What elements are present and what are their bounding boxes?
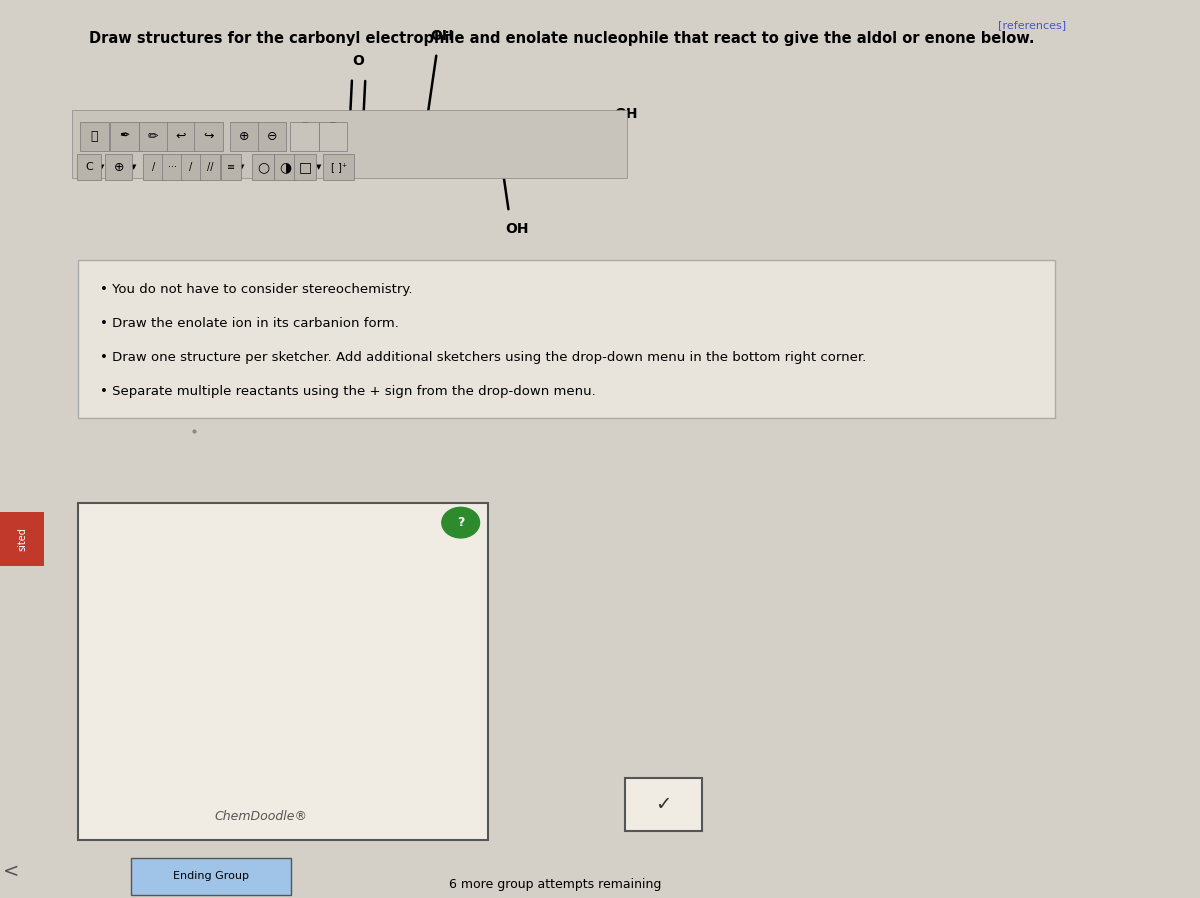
FancyBboxPatch shape xyxy=(258,122,287,151)
FancyBboxPatch shape xyxy=(318,122,348,151)
FancyBboxPatch shape xyxy=(252,154,274,180)
FancyBboxPatch shape xyxy=(194,122,223,151)
Text: P: P xyxy=(329,121,337,134)
Text: HO: HO xyxy=(160,138,184,153)
FancyBboxPatch shape xyxy=(274,154,296,180)
Text: OH: OH xyxy=(430,29,454,43)
FancyBboxPatch shape xyxy=(139,122,168,151)
Text: ChemDoodle®: ChemDoodle® xyxy=(215,811,307,823)
Text: [ ]⁺: [ ]⁺ xyxy=(330,162,347,172)
FancyBboxPatch shape xyxy=(229,122,259,151)
Text: ⊖: ⊖ xyxy=(266,130,277,143)
Text: ↩: ↩ xyxy=(175,130,186,143)
Text: [references]: [references] xyxy=(998,20,1067,30)
FancyBboxPatch shape xyxy=(77,154,101,180)
Text: //: // xyxy=(206,162,214,172)
FancyBboxPatch shape xyxy=(78,503,488,840)
FancyBboxPatch shape xyxy=(106,154,132,180)
FancyBboxPatch shape xyxy=(200,154,220,180)
FancyBboxPatch shape xyxy=(78,260,1055,418)
Text: • Separate multiple reactants using the + sign from the drop-down menu.: • Separate multiple reactants using the … xyxy=(100,385,595,398)
Text: • You do not have to consider stereochemistry.: • You do not have to consider stereochem… xyxy=(100,283,413,295)
Text: OH: OH xyxy=(505,222,529,236)
FancyBboxPatch shape xyxy=(625,778,702,831)
FancyBboxPatch shape xyxy=(131,858,290,895)
Text: C: C xyxy=(85,162,92,172)
Text: ▼: ▼ xyxy=(239,164,245,170)
Text: ◑: ◑ xyxy=(280,160,292,174)
Text: OH: OH xyxy=(614,107,637,121)
FancyBboxPatch shape xyxy=(72,110,628,178)
Text: ✓: ✓ xyxy=(655,795,672,814)
Text: ✏: ✏ xyxy=(148,130,158,143)
Text: Ending Group: Ending Group xyxy=(173,871,248,882)
FancyBboxPatch shape xyxy=(294,154,317,180)
FancyBboxPatch shape xyxy=(0,512,44,566)
Circle shape xyxy=(442,507,480,538)
Text: ⊕: ⊕ xyxy=(114,161,124,173)
Text: ···: ··· xyxy=(168,162,176,172)
FancyBboxPatch shape xyxy=(162,154,182,180)
Text: <: < xyxy=(2,861,19,881)
Text: ≡: ≡ xyxy=(227,162,235,172)
Text: ⊕: ⊕ xyxy=(239,130,250,143)
Text: • Draw the enolate ion in its carbanion form.: • Draw the enolate ion in its carbanion … xyxy=(100,317,398,330)
Text: ○: ○ xyxy=(257,160,269,174)
Text: ?: ? xyxy=(457,516,464,529)
Text: /: / xyxy=(190,162,192,172)
Text: sited: sited xyxy=(17,527,28,550)
Text: ▼: ▼ xyxy=(100,164,104,170)
FancyBboxPatch shape xyxy=(289,122,318,151)
FancyBboxPatch shape xyxy=(323,154,354,180)
Text: /: / xyxy=(151,162,155,172)
Text: O: O xyxy=(353,54,365,68)
Text: C: C xyxy=(300,121,308,134)
FancyBboxPatch shape xyxy=(110,122,139,151)
Text: ▼: ▼ xyxy=(131,164,136,170)
Text: ↪: ↪ xyxy=(204,130,214,143)
Text: aste: aste xyxy=(324,135,342,144)
Text: ✒: ✒ xyxy=(119,130,130,143)
Text: ✋: ✋ xyxy=(91,130,98,143)
Text: ▼: ▼ xyxy=(316,164,322,170)
FancyBboxPatch shape xyxy=(221,154,241,180)
Text: 6 more group attempts remaining: 6 more group attempts remaining xyxy=(449,878,661,891)
Text: opy: opy xyxy=(296,135,312,144)
Text: • Draw one structure per sketcher. Add additional sketchers using the drop-down : • Draw one structure per sketcher. Add a… xyxy=(100,351,866,364)
FancyBboxPatch shape xyxy=(167,122,196,151)
FancyBboxPatch shape xyxy=(181,154,200,180)
FancyBboxPatch shape xyxy=(80,122,109,151)
Text: □: □ xyxy=(299,160,312,174)
FancyBboxPatch shape xyxy=(143,154,163,180)
Text: Draw structures for the carbonyl electrophile and enolate nucleophile that react: Draw structures for the carbonyl electro… xyxy=(89,31,1034,47)
